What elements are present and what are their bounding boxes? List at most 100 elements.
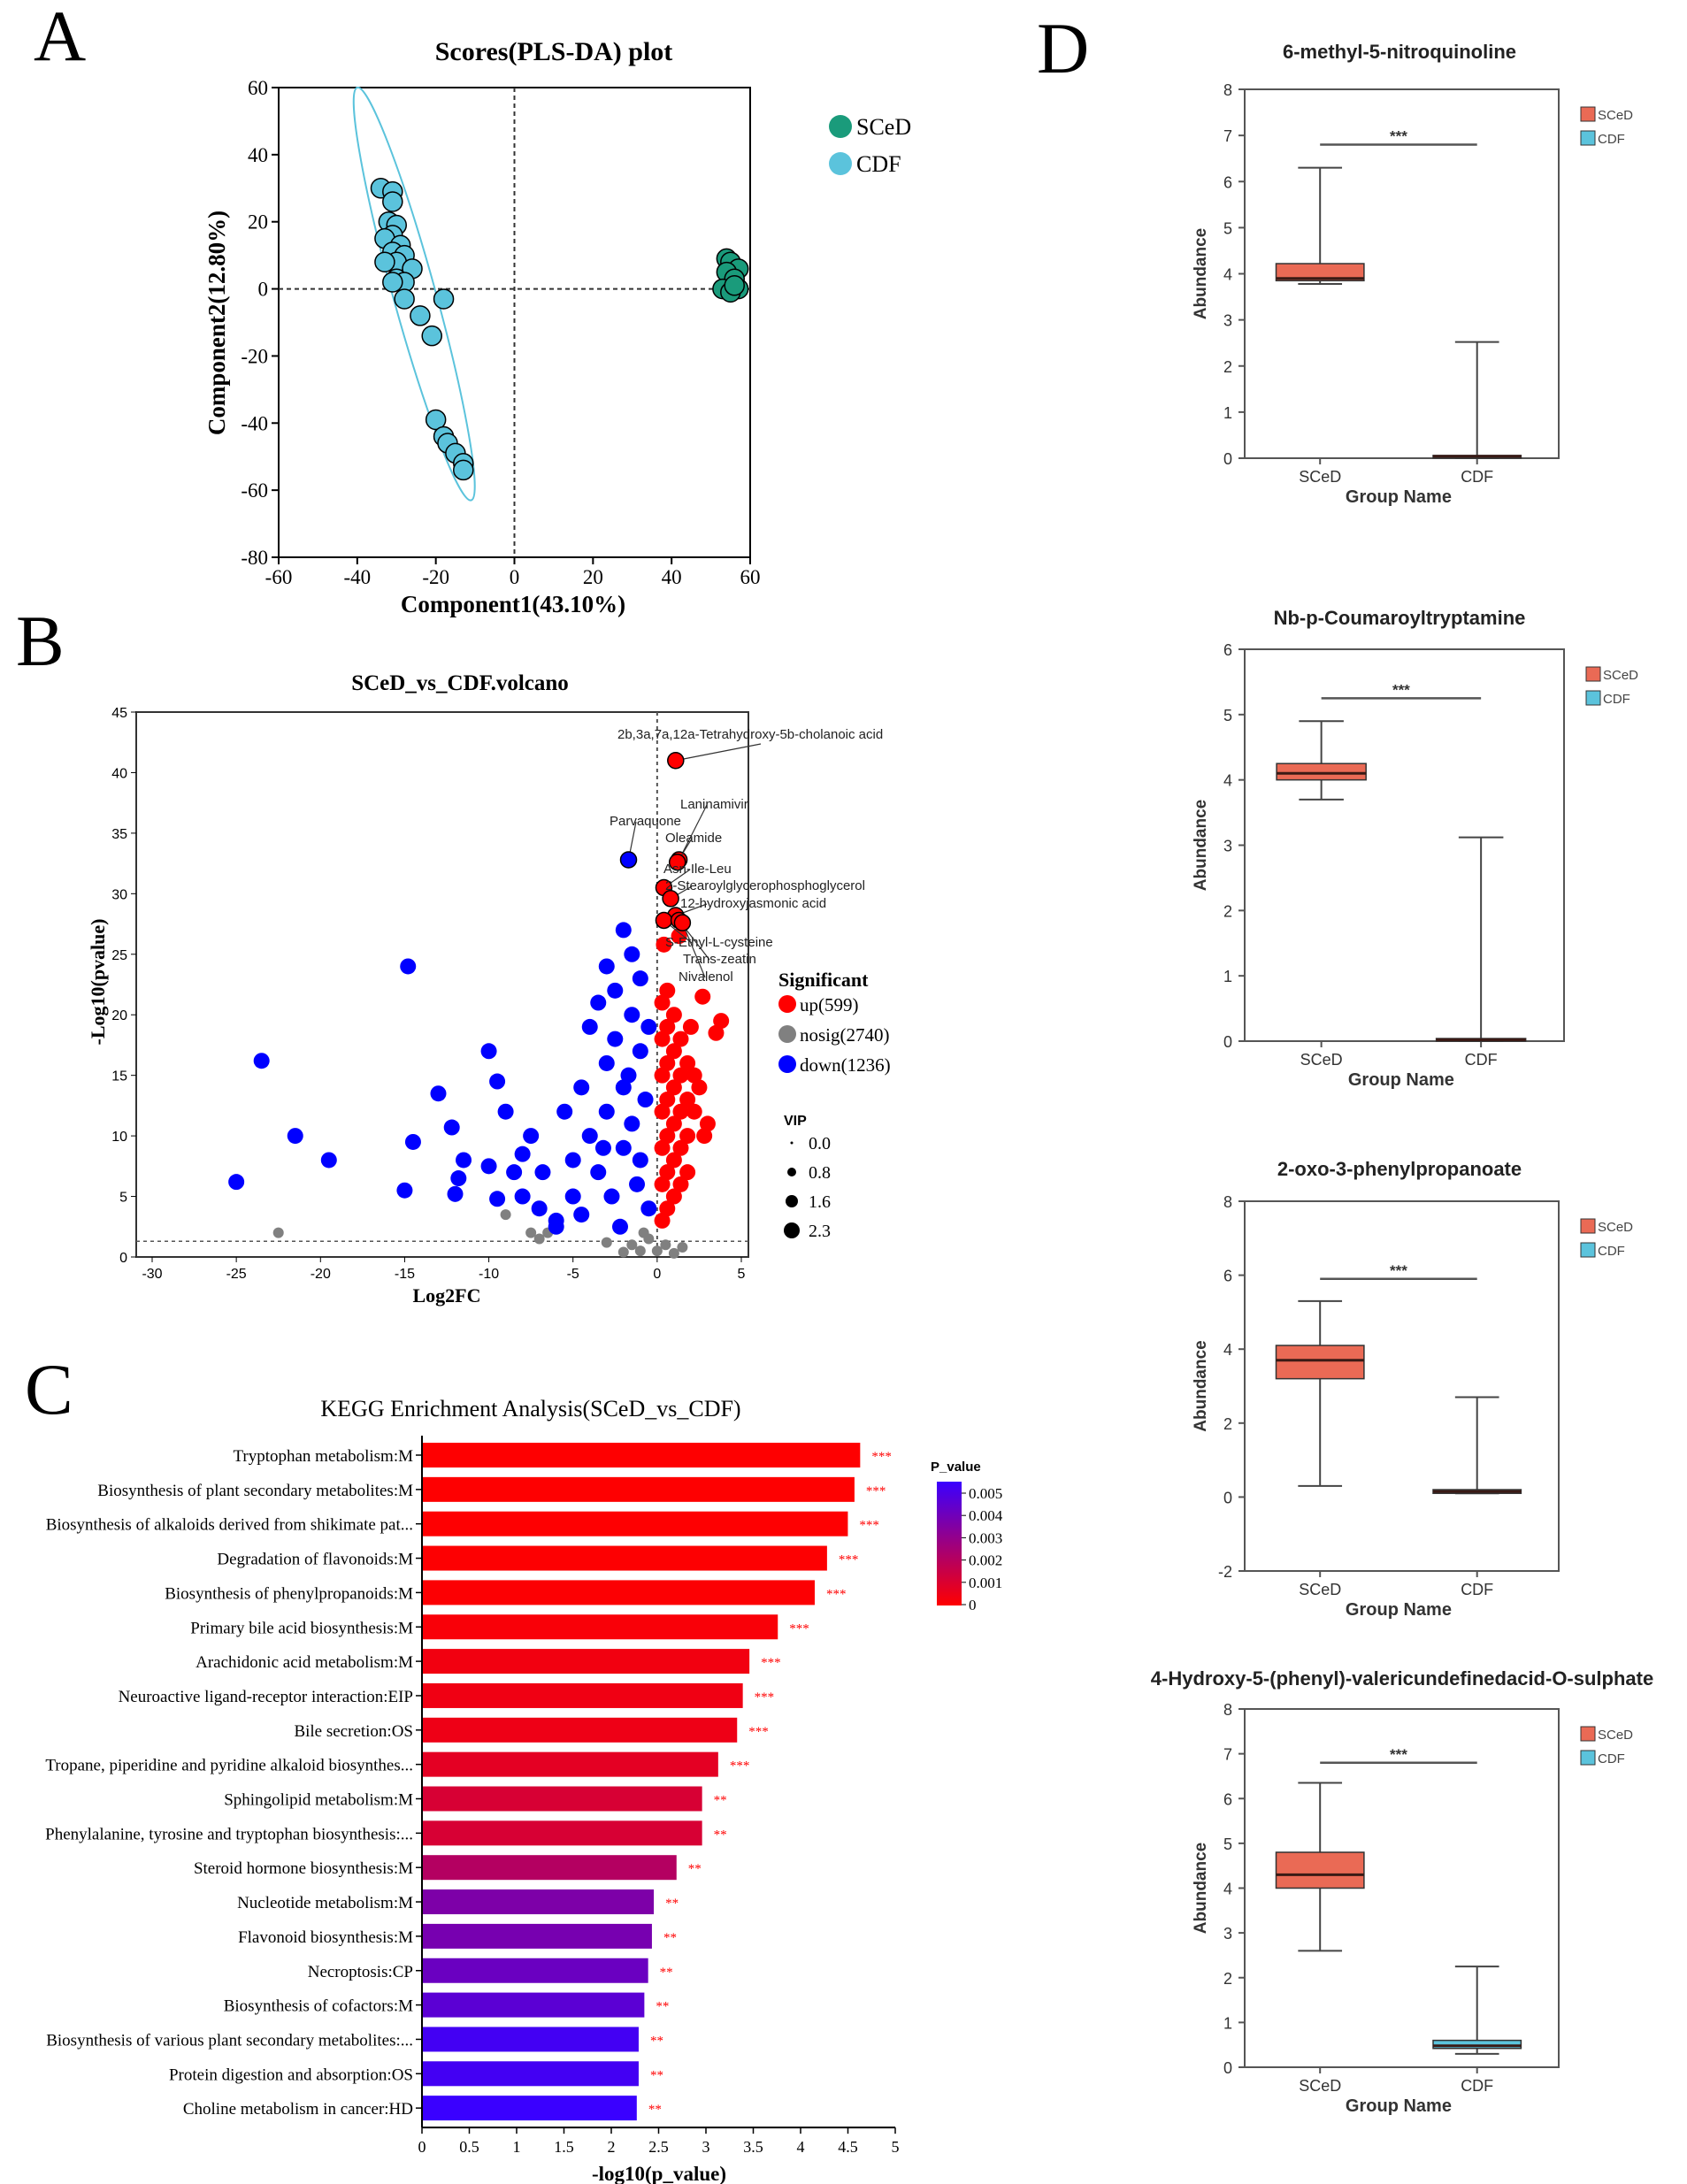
significance-stars: **	[660, 1966, 673, 1980]
box-sced	[1275, 263, 1365, 282]
point-up	[671, 928, 687, 945]
point-nosig	[668, 1247, 679, 1259]
y-tick-label: 3	[1223, 1925, 1232, 1943]
legend-label: SCeD	[856, 114, 911, 140]
colorbar	[937, 1482, 962, 1605]
point-down	[489, 1073, 506, 1090]
y-tick-label: 15	[111, 1069, 127, 1084]
y-tick-label: 1	[1223, 2014, 1232, 2032]
annotation-label: 12-hydroxyjasmonic acid	[680, 896, 826, 911]
vip-size-marker	[786, 1195, 798, 1207]
point-nosig	[617, 1246, 629, 1258]
point-cdf	[425, 409, 447, 431]
x-axis-label: Group Name	[1346, 1600, 1452, 1620]
cdf-confidence-ellipse	[352, 86, 476, 502]
panel-b-volcano: SCeD_vs_CDF.volcano -30 -25 -20 -15 -10 -5 0 5 0 5…	[87, 671, 891, 1307]
legend-swatch	[1580, 130, 1596, 146]
point-down	[624, 1115, 640, 1132]
point-nosig	[660, 1239, 671, 1251]
point-down	[594, 1139, 611, 1156]
point-up	[696, 1128, 713, 1145]
point-cdf	[410, 305, 431, 326]
category-label: Necroptosis:CP	[308, 1963, 413, 1981]
bar	[423, 1855, 677, 1881]
legend-marker-sced	[829, 115, 852, 138]
boxplot-2: Nb-p-Coumaroyltryptamine 0 1 2 3 4 5 6 Abundance…	[1192, 607, 1638, 1090]
y-tick-label: 2	[1223, 902, 1232, 920]
significance-stars: **	[663, 1931, 677, 1945]
point-down	[640, 1200, 657, 1217]
legend-label: SCeD	[1598, 108, 1633, 123]
y-tick-label: 7	[1223, 1746, 1232, 1764]
point-down	[514, 1188, 531, 1205]
point-down	[287, 1128, 303, 1145]
chart-title: Scores(PLS-DA) plot	[435, 37, 673, 66]
x-tick-label: 4.5	[838, 2138, 858, 2156]
boxplot-3: 2-oxo-3-phenylpropanoate -2 0 2 4 6 8 Abundance…	[1192, 1158, 1633, 1620]
point-down	[598, 958, 615, 975]
point-up	[654, 1212, 671, 1229]
annotated-point	[673, 914, 692, 931]
boxplot-1: 6-methyl-5-nitroquinoline 0 1 2 3 4 5 6 7 8 Abunda…	[1192, 41, 1633, 507]
point-down	[404, 1133, 421, 1150]
legend-label: SCeD	[1603, 668, 1638, 683]
point-up	[679, 1054, 696, 1071]
category-label: Biosynthesis of alkaloids derived from s…	[46, 1516, 413, 1535]
y-tick-label: 40	[111, 766, 127, 781]
legend-label: nosig(2740)	[800, 1024, 890, 1046]
y-tick-label: 5	[1223, 1835, 1232, 1853]
point-up	[659, 1018, 676, 1035]
annotation-label: 2-Stearoylglycerophosphoglycerol	[665, 878, 865, 893]
y-tick-label: 3	[1223, 838, 1232, 855]
annotation-label: S-Ethyl-L-cysteine	[665, 935, 773, 950]
x-axis-label: Log2FC	[413, 1284, 481, 1307]
category-label: Arachidonic acid metabolism:M	[196, 1653, 413, 1672]
point-sced	[724, 275, 745, 296]
point-up	[665, 1115, 682, 1132]
y-tick-label: 5	[1223, 219, 1232, 237]
bar	[423, 1682, 743, 1708]
significance-stars: ***	[1392, 681, 1410, 698]
significance-stars: ***	[748, 1725, 769, 1739]
legend-label: down(1236)	[800, 1054, 891, 1076]
x-axis-label: Group Name	[1348, 1070, 1454, 1090]
plot-frame	[1244, 1200, 1560, 1572]
category-label: Degradation of flavonoids:M	[217, 1551, 413, 1569]
legend-marker	[778, 995, 796, 1013]
annotation-leader	[681, 922, 706, 978]
point-down	[590, 1164, 607, 1181]
point-up	[654, 1139, 671, 1156]
point-down	[573, 1079, 590, 1096]
y-tick-label: 40	[248, 144, 268, 166]
legend-label: up(599)	[800, 994, 859, 1015]
point-up	[686, 1103, 702, 1120]
annotation-label: Parvaquone	[610, 814, 681, 829]
point-nosig	[677, 1242, 688, 1253]
colorbar-tick-label: 0.001	[969, 1575, 1002, 1591]
point-cdf	[433, 288, 455, 310]
x-axis-label: -log10(p_value)	[592, 2163, 726, 2184]
colorbar-title: P_value	[931, 1460, 981, 1475]
point-up	[672, 1103, 689, 1120]
category-label: Steroid hormone biosynthesis:M	[194, 1859, 413, 1878]
point-up	[659, 1164, 676, 1181]
significance-stars: ***	[866, 1484, 886, 1498]
point-down	[615, 922, 632, 939]
annotation-label: Nivalenol	[679, 969, 733, 985]
annotation-label: Laninamivir	[680, 797, 748, 812]
point-nosig	[533, 1233, 545, 1245]
y-tick-label: 20	[111, 1008, 127, 1023]
point-up	[672, 1031, 689, 1047]
y-tick-label: 4	[1223, 266, 1232, 284]
y-tick-label: -40	[241, 412, 268, 434]
point-down	[396, 1182, 413, 1199]
point-up	[659, 982, 676, 999]
point-down	[534, 1164, 551, 1181]
point-down	[629, 1176, 646, 1192]
x-tick-label: 60	[740, 566, 761, 588]
significance-stars: **	[650, 2034, 663, 2048]
y-tick-label: 5	[1223, 707, 1232, 724]
significance-stars: **	[714, 1794, 727, 1808]
point-nosig	[634, 1245, 646, 1257]
